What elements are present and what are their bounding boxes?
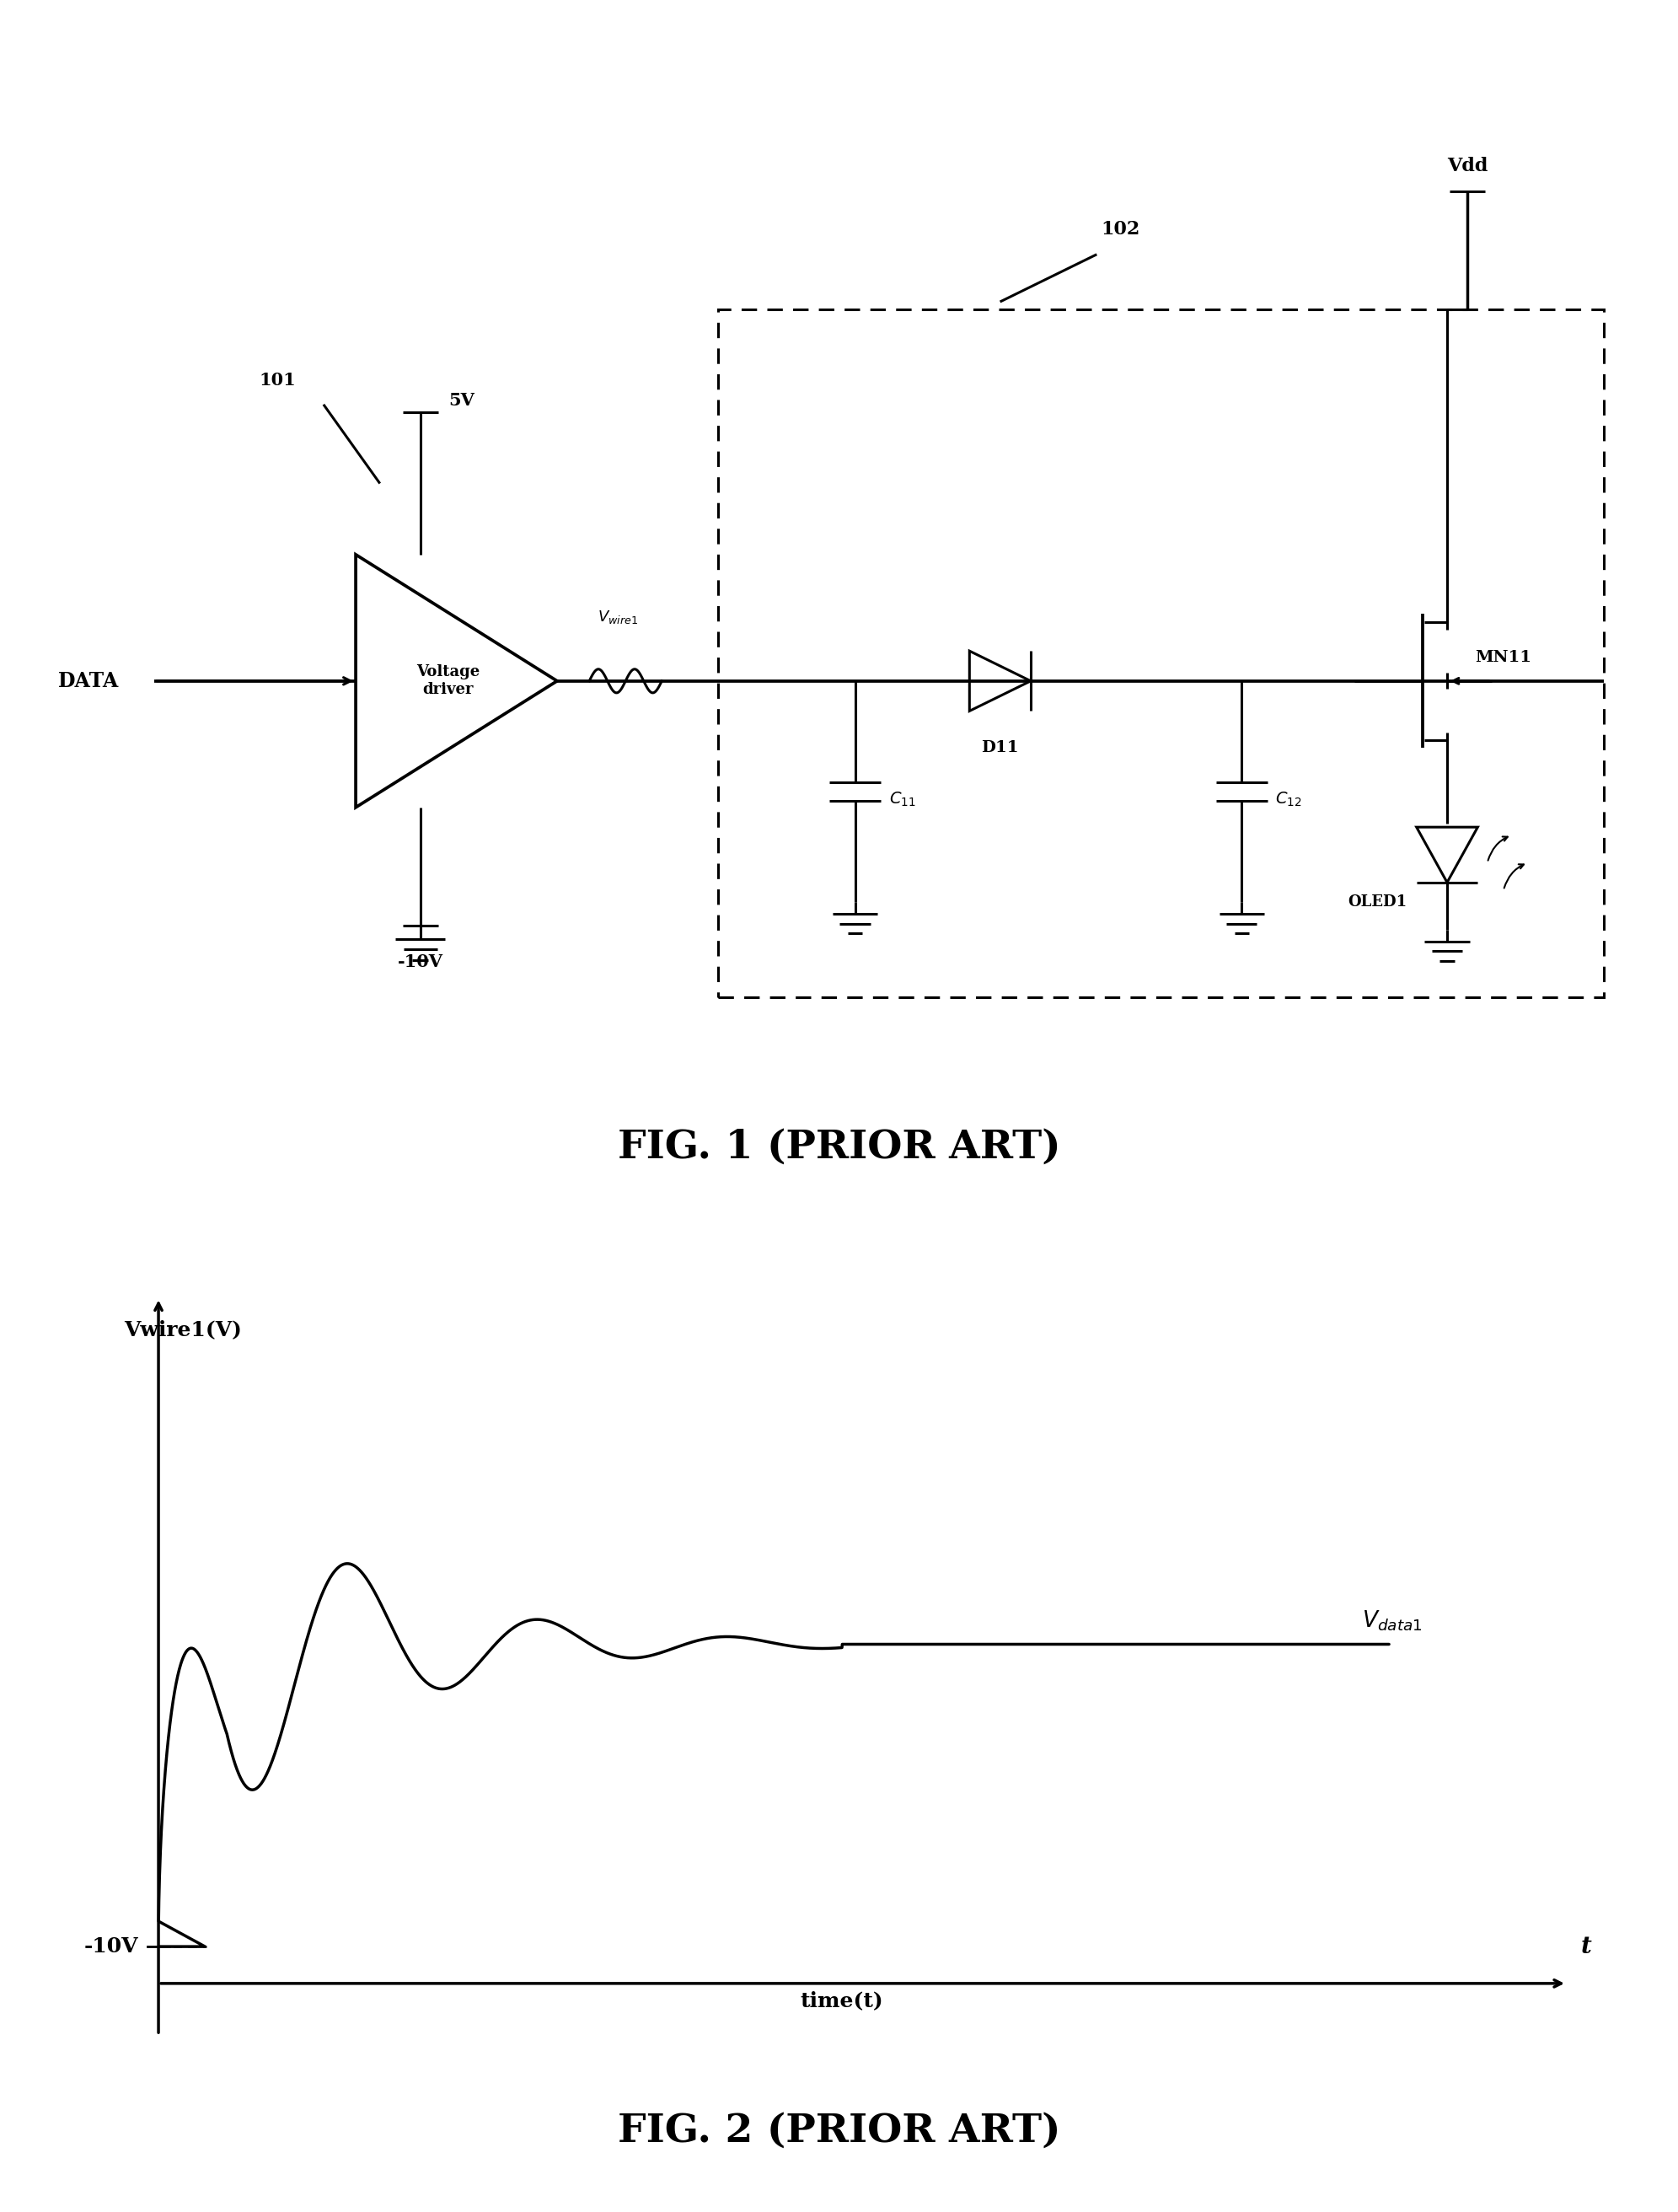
- Text: $V_{data1}$: $V_{data1}$: [1361, 1608, 1421, 1632]
- Text: 102: 102: [1101, 219, 1141, 239]
- Text: FIG. 2 (PRIOR ART): FIG. 2 (PRIOR ART): [618, 2110, 1060, 2150]
- Text: $V_{wire1}$: $V_{wire1}$: [597, 608, 638, 626]
- Text: Vdd: Vdd: [1446, 157, 1488, 175]
- Text: $C_{12}$: $C_{12}$: [1275, 790, 1302, 807]
- Text: -10V: -10V: [84, 1936, 138, 1958]
- Text: MN11: MN11: [1475, 650, 1532, 666]
- Text: DATA: DATA: [57, 670, 119, 690]
- Text: Voltage
driver: Voltage driver: [416, 664, 480, 697]
- Text: time(t): time(t): [800, 1991, 884, 2011]
- Text: OLED1: OLED1: [1347, 894, 1406, 909]
- Text: 5V: 5V: [448, 392, 475, 409]
- Text: D11: D11: [982, 741, 1019, 757]
- Text: $C_{11}$: $C_{11}$: [889, 790, 916, 807]
- Text: FIG. 1 (PRIOR ART): FIG. 1 (PRIOR ART): [618, 1128, 1060, 1166]
- Text: 101: 101: [258, 372, 295, 389]
- Text: t: t: [1581, 1936, 1591, 1958]
- Text: -10V: -10V: [398, 953, 443, 971]
- Text: Vwire1(V): Vwire1(V): [124, 1321, 242, 1340]
